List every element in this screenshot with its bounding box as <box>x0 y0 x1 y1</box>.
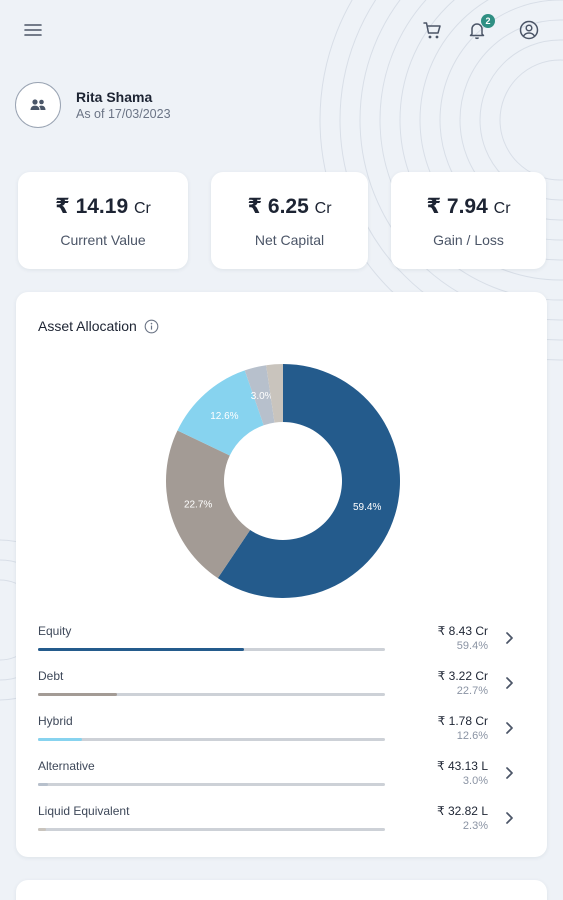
notification-badge: 2 <box>481 14 495 28</box>
allocation-bar-fill <box>38 693 117 696</box>
chevron-right-icon[interactable] <box>503 811 515 825</box>
asset-amount: ₹ 32.82 L <box>436 804 488 818</box>
asset-name: Debt <box>38 669 64 683</box>
allocation-bar-fill <box>38 783 49 786</box>
stat-label: Current Value <box>60 232 146 248</box>
chevron-right-icon[interactable] <box>503 676 515 690</box>
donut-slice-debt[interactable] <box>166 430 251 579</box>
donut-data-label: 22.7% <box>184 500 212 511</box>
asset-percent: 3.0% <box>462 775 488 787</box>
asset-percent: 22.7% <box>456 685 488 697</box>
hamburger-menu-icon[interactable] <box>22 19 44 41</box>
user-circle-icon[interactable] <box>518 19 540 41</box>
stat-value: ₹ 6.25 Cr <box>247 195 332 218</box>
chevron-right-icon[interactable] <box>503 766 515 780</box>
people-icon <box>30 99 46 110</box>
asset-row-liquid-equivalent[interactable]: Liquid Equivalent ₹ 32.82 L 2.3% <box>38 804 528 840</box>
asset-percent: 59.4% <box>456 640 488 652</box>
donut-slice-equity[interactable] <box>217 364 400 598</box>
asset-amount: ₹ 3.22 Cr <box>437 669 488 683</box>
asset-amount: ₹ 43.13 L <box>436 759 488 773</box>
asset-row-debt[interactable]: Debt ₹ 3.22 Cr 22.7% <box>38 669 528 705</box>
asset-name: Hybrid <box>38 714 73 728</box>
next-section-card <box>16 880 547 900</box>
donut-slice-hybrid[interactable] <box>177 370 264 456</box>
asset-allocation-card: Asset Allocation 59.4% 22.7% 12.6% 3.0% Equ… <box>16 292 547 857</box>
allocation-bar <box>38 828 385 831</box>
allocation-bar-fill <box>38 648 245 651</box>
asset-amount: ₹ 8.43 Cr <box>437 624 488 638</box>
allocation-bar <box>38 648 385 651</box>
stat-label: Net Capital <box>254 232 325 248</box>
gain-loss-card[interactable]: ₹ 7.94 Cr Gain / Loss <box>391 172 546 269</box>
current-value-card[interactable]: ₹ 14.19 Cr Current Value <box>18 172 188 269</box>
donut-slice-liquid-equivalent[interactable] <box>266 364 283 423</box>
stat-label: Gain / Loss <box>433 232 504 248</box>
stat-value: ₹ 7.94 Cr <box>426 195 511 218</box>
stat-value: ₹ 14.19 Cr <box>55 195 151 218</box>
chevron-right-icon[interactable] <box>503 631 515 645</box>
section-title: Asset Allocation <box>38 318 159 334</box>
donut-data-label: 59.4% <box>353 502 381 513</box>
client-header: Rita Shama As of 17/03/2023 <box>15 82 171 128</box>
asset-allocation-donut-chart: 59.4% 22.7% 12.6% 3.0% <box>166 364 400 598</box>
asset-percent: 12.6% <box>456 730 488 742</box>
donut-slice-alternative[interactable] <box>244 365 275 426</box>
as-of-date: As of 17/03/2023 <box>76 106 171 121</box>
chevron-right-icon[interactable] <box>503 721 515 735</box>
asset-row-hybrid[interactable]: Hybrid ₹ 1.78 Cr 12.6% <box>38 714 528 750</box>
donut-data-label: 12.6% <box>210 411 238 422</box>
asset-name: Liquid Equivalent <box>38 804 130 818</box>
allocation-bar <box>38 738 385 741</box>
allocation-bar <box>38 783 385 786</box>
avatar[interactable] <box>15 82 61 128</box>
asset-percent: 2.3% <box>462 820 488 832</box>
top-bar: 2 <box>0 0 563 62</box>
donut-data-label: 3.0% <box>251 391 274 402</box>
allocation-bar <box>38 693 385 696</box>
allocation-bar-fill <box>38 828 46 831</box>
allocation-bar-fill <box>38 738 82 741</box>
asset-row-equity[interactable]: Equity ₹ 8.43 Cr 59.4% <box>38 624 528 660</box>
bell-icon[interactable]: 2 <box>466 14 495 41</box>
client-name: Rita Shama <box>76 88 153 105</box>
asset-amount: ₹ 1.78 Cr <box>437 714 488 728</box>
asset-name: Alternative <box>38 759 95 773</box>
net-capital-card[interactable]: ₹ 6.25 Cr Net Capital <box>211 172 368 269</box>
asset-row-alternative[interactable]: Alternative ₹ 43.13 L 3.0% <box>38 759 528 795</box>
info-icon[interactable] <box>144 319 159 334</box>
cart-icon[interactable] <box>421 19 443 41</box>
asset-name: Equity <box>38 624 72 638</box>
